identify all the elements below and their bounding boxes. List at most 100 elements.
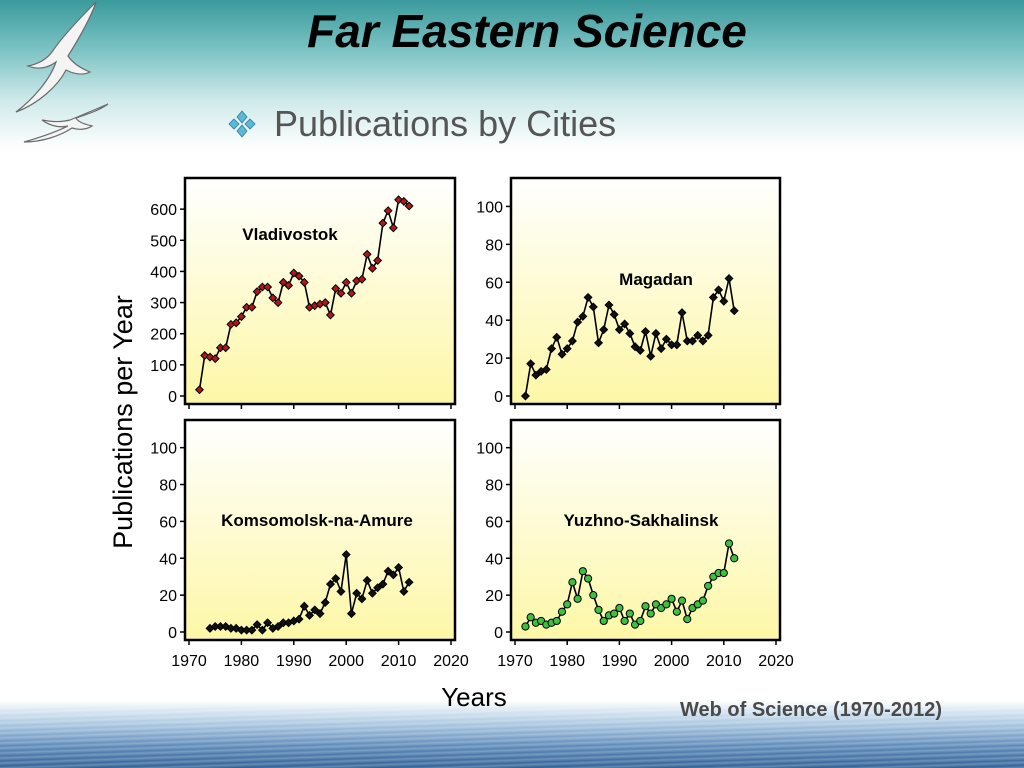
data-point: [520, 391, 530, 401]
panel-yuzhno-sakhalinsk: 0 20 40 60 80 100 1970 1980 1990 2000 2010 2020 Yuzh…: [476, 418, 794, 670]
data-point: [578, 567, 587, 576]
data-point: [247, 625, 257, 635]
data-point: [661, 334, 671, 344]
data-point: [620, 616, 629, 626]
data-point: [331, 574, 341, 584]
data-point: [646, 609, 655, 618]
data-point: [341, 277, 351, 287]
source-note: Web of Science (1970-2012): [680, 699, 942, 721]
data-point: [367, 588, 377, 598]
data-point: [677, 596, 687, 605]
data-point: [562, 344, 572, 354]
data-point: [656, 344, 666, 354]
data-point: [341, 550, 351, 560]
data-point: [294, 614, 304, 624]
y-tick-label: 0: [168, 625, 177, 642]
data-point: [383, 206, 393, 216]
data-point: [404, 577, 414, 587]
data-point: [724, 273, 734, 283]
data-point: [630, 342, 640, 352]
data-point: [541, 364, 551, 374]
data-point: [651, 328, 661, 338]
y-tick-label: 100: [476, 441, 503, 458]
data-point: [708, 292, 718, 302]
data-point: [404, 201, 414, 211]
panel-frame: [183, 176, 457, 406]
data-point: [698, 336, 708, 346]
data-point: [578, 311, 588, 321]
diamond-cluster-bullet-icon: [228, 110, 256, 138]
data-point: [294, 271, 304, 281]
data-point: [231, 318, 241, 328]
data-point: [257, 625, 267, 635]
panel-label: Magadan: [619, 270, 693, 289]
x-tick-label: 2000: [328, 653, 364, 670]
panel-label: Komsomolsk-na-Amure: [221, 511, 413, 530]
data-point: [625, 328, 635, 338]
data-point: [362, 575, 372, 585]
data-point: [719, 296, 729, 306]
data-point: [252, 620, 262, 630]
y-tick-label: 60: [159, 514, 177, 531]
data-point: [263, 282, 273, 292]
x-axis-title: Years: [441, 682, 507, 712]
data-point: [357, 594, 367, 604]
data-point: [641, 602, 650, 611]
data-point: [604, 300, 614, 310]
y-tick-label: 80: [485, 478, 503, 495]
data-point: [672, 607, 681, 616]
panel-label: Yuzhno-Sakhalinsk: [564, 511, 719, 530]
data-point: [221, 343, 231, 353]
data-point: [640, 327, 651, 337]
data-point: [210, 354, 220, 364]
y-tick-label: 0: [168, 389, 177, 406]
data-point: [730, 554, 739, 563]
data-point: [704, 581, 713, 591]
data-point: [573, 594, 582, 603]
data-point: [331, 284, 341, 294]
x-tick-label: 2020: [758, 653, 794, 670]
data-point: [667, 594, 676, 603]
y-tick-label: 500: [150, 233, 177, 250]
data-point: [273, 298, 283, 308]
data-point: [325, 310, 335, 320]
data-point: [236, 312, 246, 322]
y-tick-label: 40: [159, 551, 177, 568]
y-tick-label: 100: [150, 358, 177, 375]
panel-frame: [183, 418, 457, 642]
x-tick-label: 2010: [381, 653, 417, 670]
data-point: [589, 591, 598, 600]
data-point: [568, 578, 577, 587]
y-axis-title: Publications per Year: [108, 295, 138, 549]
data-point: [557, 349, 567, 359]
x-tick-label: 1980: [549, 653, 585, 670]
x-tick-label: 1970: [171, 653, 207, 670]
data-point: [698, 596, 708, 605]
y-tick-label: 100: [150, 441, 177, 458]
panel-label: Vladivostok: [242, 225, 338, 244]
data-point: [563, 600, 572, 609]
data-point: [609, 309, 619, 319]
y-tick-label: 200: [150, 327, 177, 344]
y-tick-label: 100: [476, 199, 503, 216]
data-point: [284, 280, 294, 290]
data-point: [526, 359, 536, 369]
data-point: [194, 385, 204, 395]
data-point: [552, 332, 562, 342]
data-point: [268, 293, 278, 303]
data-point: [315, 609, 325, 619]
data-point: [594, 605, 603, 614]
data-point: [263, 618, 273, 628]
y-tick-label: 40: [485, 551, 503, 568]
y-tick-label: 60: [485, 275, 503, 292]
seagulls-icon: [15, 1, 109, 143]
slide-subtitle: Publications by Cities: [228, 103, 616, 145]
data-point: [299, 601, 309, 611]
data-point: [320, 298, 330, 308]
data-point: [336, 586, 346, 596]
data-point: [305, 610, 315, 620]
data-point: [394, 562, 404, 572]
data-point: [547, 344, 557, 354]
x-tick-label: 2000: [654, 653, 690, 670]
